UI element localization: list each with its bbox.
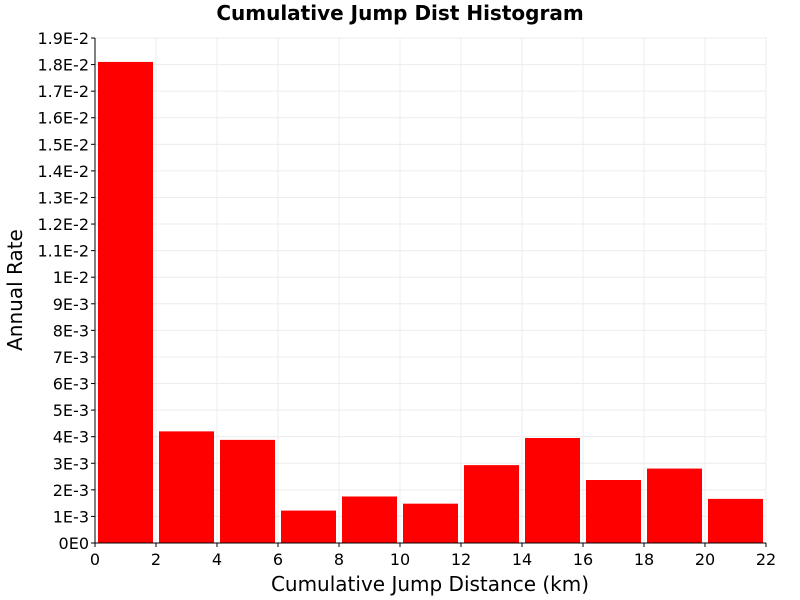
y-tick-label: 1E-2 [53,268,89,287]
histogram-bar [159,431,214,543]
x-tick-label: 6 [273,550,283,569]
x-tick-label: 20 [695,550,715,569]
histogram-bar [464,465,519,543]
bars-layer [98,61,763,543]
histogram-bar [98,61,153,543]
y-tick-label: 2E-3 [53,481,89,500]
y-tick-label: 1E-3 [53,507,89,526]
y-tick-label: 1.3E-2 [37,188,89,207]
x-tick-label: 0 [90,550,100,569]
y-tick-label: 5E-3 [53,401,89,420]
y-tick-label: 4E-3 [53,428,89,447]
y-tick-label: 3E-3 [53,454,89,473]
x-tick-label: 12 [451,550,471,569]
x-tick-label: 10 [390,550,410,569]
histogram-bar [342,496,397,543]
y-tick-label: 1.9E-2 [37,29,89,48]
histogram-bar [403,503,458,543]
histogram-bar [586,480,641,543]
histogram-bar [647,468,702,543]
x-tick-label: 16 [573,550,593,569]
y-tick-label: 1.4E-2 [37,162,89,181]
x-tick-label: 18 [634,550,654,569]
y-tick-label: 8E-3 [53,321,89,340]
axes-layer [94,38,766,544]
x-axis-label: Cumulative Jump Distance (km) [271,572,589,596]
y-tick-label: 6E-3 [53,375,89,394]
x-tick-label: 8 [334,550,344,569]
y-tick-label: 0E0 [59,534,89,553]
histogram-bar [281,510,336,543]
y-axis-label: Annual Rate [3,229,27,351]
x-tick-label: 22 [756,550,776,569]
x-tick-label: 4 [212,550,222,569]
y-tick-label: 1.7E-2 [37,82,89,101]
y-tick-label: 7E-3 [53,348,89,367]
histogram-bar [525,438,580,543]
y-tick-label: 1.1E-2 [37,242,89,261]
chart-title: Cumulative Jump Dist Histogram [216,1,583,25]
y-tick-label: 1.6E-2 [37,109,89,128]
ticks-layer: 0 2 4 6 8 10 12 14 16 18 20 22 0E0 1E-3 2E-3 3E-3 4E-3 5E… [37,29,776,569]
x-tick-label: 14 [512,550,532,569]
y-tick-label: 9E-3 [53,295,89,314]
histogram-bar [708,498,763,543]
x-tick-label: 2 [151,550,161,569]
y-tick-label: 1.2E-2 [37,215,89,234]
histogram-bar [220,439,275,543]
y-tick-label: 1.5E-2 [37,135,89,154]
y-tick-label: 1.8E-2 [37,56,89,75]
